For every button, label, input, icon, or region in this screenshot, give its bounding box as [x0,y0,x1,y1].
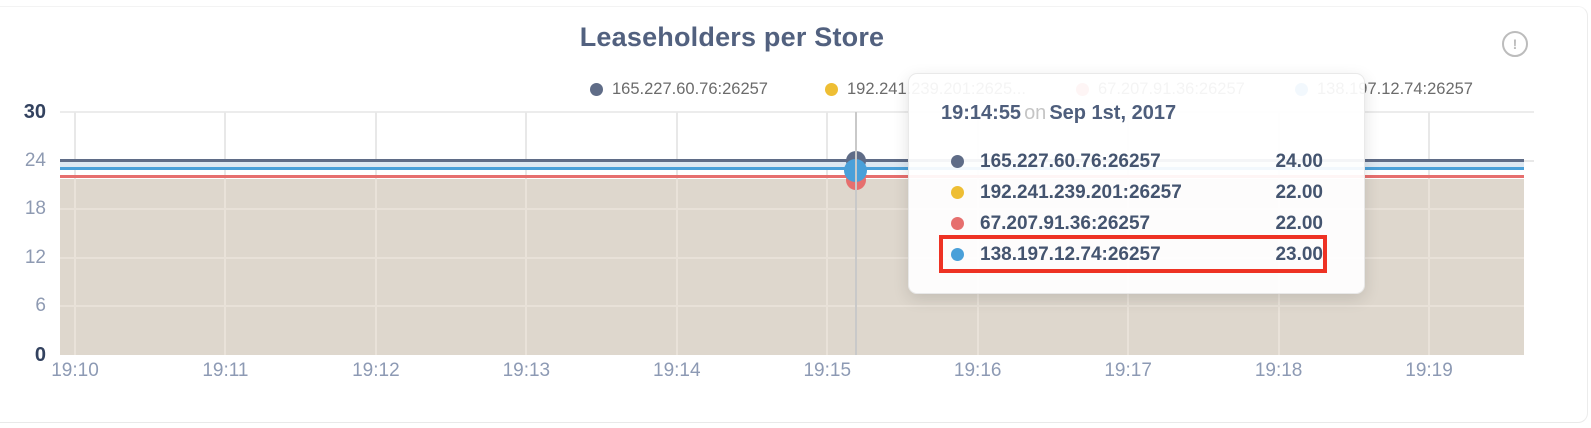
legend-item[interactable]: 165.227.60.76:26257 [590,79,768,99]
card-border [0,6,1588,423]
tooltip-series-value: 22.00 [1275,212,1323,234]
legend-dot-icon [825,82,838,96]
gridline-vertical [826,178,829,355]
tooltip-series-name: 138.197.12.74:26257 [980,243,1161,265]
tooltip-series-value: 23.00 [1275,243,1323,265]
gridline-horizontal [60,256,1524,259]
y-tick-label: 6 [35,295,46,317]
gridline-vertical [826,112,829,179]
x-tick-label: 19:16 [953,360,1002,381]
x-tick-label: 19:17 [1104,360,1152,381]
gridline-horizontal [60,208,1524,211]
alert-glyph: ! [1512,36,1518,52]
x-tick-label: 19:19 [1405,360,1453,381]
legend-label: 165.227.60.76:26257 [612,79,768,98]
tooltip-series-name: 192.241.239.201:26257 [980,181,1182,203]
x-tick-label: 19:14 [653,360,701,381]
series-line-138.197.12.74:26257 [60,167,1524,171]
gridline-vertical [374,178,377,355]
series-line-67.207.91.36:26257 [60,175,1524,179]
gridline-horizontal [60,305,1524,308]
gridline-vertical [374,112,377,179]
gridline-vertical [675,112,678,179]
alert-icon[interactable]: ! [1502,31,1528,57]
tooltip-series-name: 165.227.60.76:26257 [980,150,1161,172]
gridline-vertical [525,112,528,179]
x-tick-label: 19:10 [51,360,99,381]
tooltip-date: Sep 1st, 2017 [1049,102,1177,124]
gridline-vertical [224,178,227,355]
tooltip-time: 19:14:55 [941,102,1022,124]
tooltip-series-name: 67.207.91.36:26257 [980,212,1151,234]
gridline-horizontal [60,111,1534,113]
gridline-vertical [1428,112,1431,179]
tooltip-row: 192.241.239.201:26257 22.00 [951,177,1323,208]
tooltip-row: 138.197.12.74:26257 23.00 [951,239,1323,270]
y-tick-label: 12 [24,246,46,268]
gridline-vertical [224,112,227,179]
series-line-165.227.60.76:26257 [60,159,1524,163]
hover-crosshair [854,112,857,355]
area-band [60,162,1524,168]
gridline-vertical [525,178,528,355]
tooltip-row: 165.227.60.76:26257 24.00 [951,146,1323,177]
tooltip-series-dot-icon [951,186,964,199]
y-tick-label: 30 [23,101,46,123]
tooltip-series-dot-icon [951,155,964,168]
tooltip-series-dot-icon [951,217,964,230]
tooltip-series-value: 22.00 [1275,181,1323,203]
tooltip-timestamp: 19:14:55 on Sep 1st, 2017 [941,102,1176,125]
x-tick-label: 19:12 [352,360,400,381]
tooltip-series-value: 24.00 [1275,150,1323,172]
x-tick-label: 19:18 [1254,360,1303,381]
tooltip-row: 67.207.91.36:26257 22.00 [951,208,1323,239]
chart-title: Leaseholders per Store [579,22,885,52]
x-tick-label: 19:11 [202,360,249,381]
gridline-vertical [1428,178,1431,355]
hover-tooltip: 19:14:55 on Sep 1st, 2017 165.227.60.76:26… [908,73,1365,294]
tooltip-series-dot-icon [951,248,964,261]
legend-dot-icon [590,82,603,96]
gridline-vertical [74,178,76,355]
gridline-vertical [675,178,678,355]
tooltip-on-word: on [1024,102,1047,124]
y-tick-label: 0 [34,344,46,366]
x-tick-label: 19:15 [803,360,852,381]
gridline-vertical [74,112,76,179]
x-tick-label: 19:13 [502,360,551,381]
y-tick-label: 24 [24,149,46,171]
y-tick-label: 18 [24,198,46,220]
